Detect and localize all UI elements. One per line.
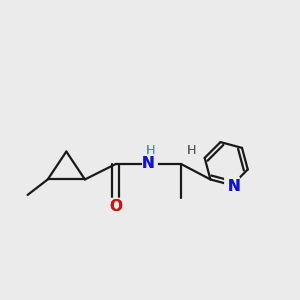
Text: N: N (227, 179, 240, 194)
Text: H: H (187, 144, 196, 158)
Text: O: O (110, 199, 122, 214)
Text: N: N (144, 156, 156, 171)
Text: O: O (110, 199, 122, 214)
Text: H: H (146, 143, 155, 157)
Text: H: H (187, 144, 196, 158)
Text: H: H (146, 143, 155, 157)
Text: N: N (142, 156, 155, 171)
Text: N: N (227, 179, 240, 194)
Text: O: O (110, 199, 122, 214)
Text: N: N (226, 178, 238, 193)
Text: N: N (142, 156, 155, 171)
